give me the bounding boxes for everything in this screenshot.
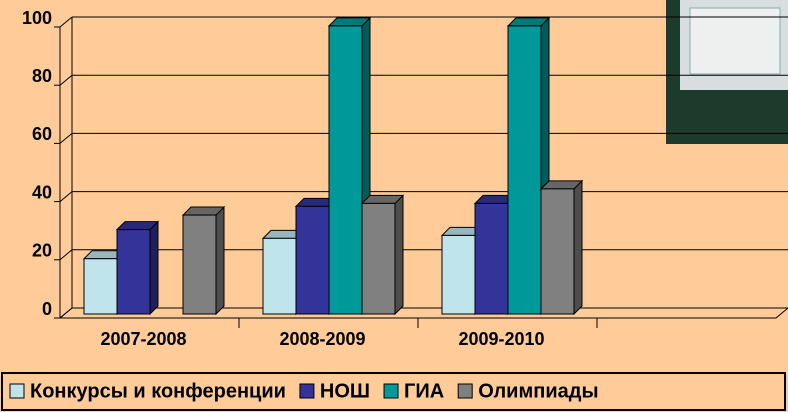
- bar: [362, 195, 403, 314]
- picture: [666, 0, 788, 144]
- legend-label: НОШ: [320, 380, 370, 402]
- bar-top: [329, 18, 370, 26]
- bar-top: [362, 195, 403, 203]
- y-tick-label: 100: [22, 8, 52, 28]
- bar-front: [117, 230, 150, 314]
- y-tick-label: 80: [32, 66, 52, 86]
- x-tick-label: 2009-2010: [458, 329, 544, 349]
- bar-front: [84, 259, 117, 314]
- legend-swatch: [384, 384, 398, 398]
- bar-side: [574, 181, 582, 314]
- picture-inner: [690, 8, 780, 74]
- legend-label: Олимпиады: [478, 380, 598, 402]
- bar-front: [541, 189, 574, 314]
- bar-front: [362, 203, 395, 314]
- bar-top: [508, 18, 549, 26]
- bar: [541, 181, 582, 314]
- legend-swatch: [458, 384, 472, 398]
- bar-side: [216, 207, 224, 314]
- bar-top: [541, 181, 582, 189]
- bar: [117, 222, 158, 314]
- y-tick-label: 60: [32, 124, 52, 144]
- y-tick-label: 0: [42, 299, 52, 319]
- bar-side: [395, 195, 403, 314]
- bar-top: [183, 207, 224, 215]
- floor: [60, 308, 788, 318]
- bar-front: [442, 235, 475, 314]
- x-tick-label: 2007-2008: [100, 329, 186, 349]
- legend-swatch: [300, 384, 314, 398]
- bar-front: [475, 203, 508, 314]
- bar-front: [183, 215, 216, 314]
- bar-front: [296, 206, 329, 314]
- bar-front: [508, 26, 541, 314]
- bar-front: [263, 238, 296, 314]
- y-tick-label: 20: [32, 241, 52, 261]
- bar: [183, 207, 224, 314]
- legend-label: ГИА: [404, 380, 444, 402]
- bar-top: [117, 222, 158, 230]
- legend-label: Конкурсы и конференции: [30, 380, 286, 402]
- chart: 0 20 40 60 80 100 2007-2008 2008-2009 2009-2010 К…: [0, 0, 788, 412]
- legend-swatch: [10, 384, 24, 398]
- bar-front: [329, 26, 362, 314]
- x-tick-label: 2008-2009: [279, 329, 365, 349]
- y-tick-label: 40: [32, 182, 52, 202]
- bar-side: [150, 222, 158, 314]
